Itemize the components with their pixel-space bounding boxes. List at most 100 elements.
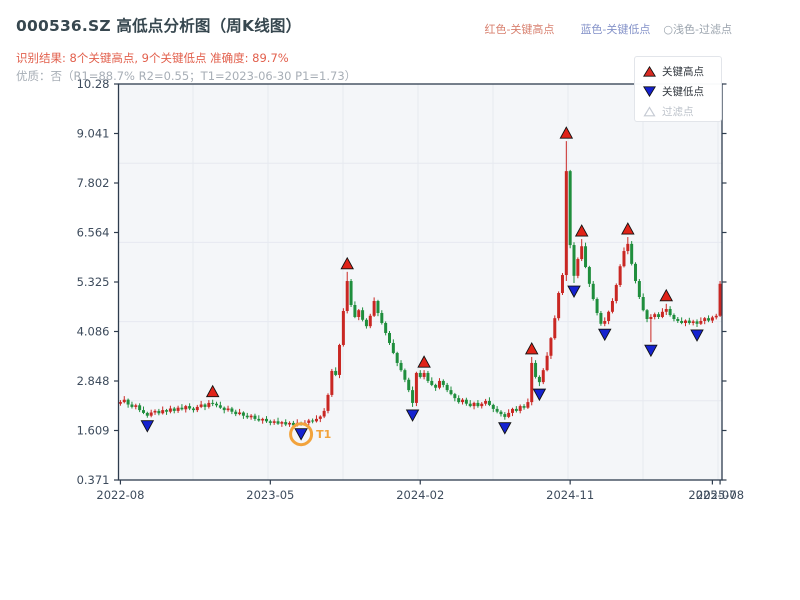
candle-body <box>653 314 657 317</box>
candle-body <box>687 320 691 323</box>
candle-body <box>153 410 157 413</box>
x-tick-label: 2023-05 <box>246 488 294 502</box>
candle-body <box>318 416 322 419</box>
candle-body <box>422 372 426 377</box>
candle-body <box>699 320 703 324</box>
candle-body <box>695 321 699 324</box>
candle-body <box>284 422 288 425</box>
y-tick-label: 10.28 <box>77 77 110 91</box>
candle-body <box>595 299 599 313</box>
blue-down-triangle-icon <box>643 85 656 97</box>
y-tick-label: 4.086 <box>77 325 110 339</box>
candle-body <box>484 400 488 404</box>
y-tick-label: 5.325 <box>77 275 110 289</box>
candle-body <box>253 415 257 419</box>
candle-body <box>437 380 441 388</box>
t1-label: T1 <box>316 428 331 441</box>
candle-body <box>257 418 261 421</box>
candle-body <box>291 422 295 426</box>
candle-body <box>453 394 457 399</box>
candle-body <box>414 372 418 403</box>
candle-body <box>341 310 345 345</box>
candle-body <box>311 420 315 422</box>
candle-body <box>511 408 515 413</box>
candle-body <box>445 384 449 391</box>
recognition-result-text: 识别结果: 8个关键高点, 9个关键低点 准确度: 89.7% <box>16 51 289 65</box>
candle-body <box>172 408 176 411</box>
candle-body <box>387 332 391 343</box>
candle-body <box>649 316 653 319</box>
key-low-marker <box>598 328 612 342</box>
candle-body <box>411 390 415 403</box>
key-high-marker <box>659 288 674 302</box>
candle-body <box>345 281 349 311</box>
candle-body <box>457 398 461 403</box>
candle-body <box>145 412 149 416</box>
candle-body <box>707 318 711 321</box>
key-high-marker <box>621 222 635 235</box>
legend-row-key-high: 关键高点 <box>643 61 721 81</box>
candle-body <box>645 310 649 319</box>
candle-body <box>530 362 534 403</box>
key-high-marker <box>524 342 539 355</box>
candle-body <box>672 314 676 319</box>
candle-body <box>461 399 465 403</box>
candle-body <box>487 400 491 405</box>
candle-body <box>637 281 641 298</box>
candle-body <box>607 311 611 321</box>
candle-body <box>168 408 172 412</box>
y-tick-label: 6.564 <box>77 226 110 240</box>
key-low-marker <box>532 388 547 402</box>
candle-body <box>680 320 684 323</box>
candle-body <box>449 390 453 395</box>
candle-body <box>245 415 249 418</box>
candle-body <box>226 408 230 411</box>
candle-body <box>264 418 268 422</box>
candle-body <box>395 352 399 363</box>
candle-body <box>476 402 480 407</box>
legend-label-key-low: 关键低点 <box>662 85 704 98</box>
candle-body <box>157 410 161 414</box>
candle-body <box>138 405 142 411</box>
candle-body <box>307 420 311 423</box>
candle-body <box>676 318 680 321</box>
candle-body <box>207 402 211 407</box>
candle-body <box>268 421 272 423</box>
legend-row-filtered: 过滤点 <box>643 101 721 121</box>
candle-body <box>353 304 357 317</box>
y-tick-label: 1.609 <box>77 424 110 438</box>
x-tick-label: 2025-07 <box>688 488 736 502</box>
candle-body <box>580 246 584 260</box>
candle-body <box>399 362 403 371</box>
legend-label-key-high: 关键高点 <box>662 65 704 78</box>
candle-body <box>211 402 215 404</box>
x-tick-label: 2024-11 <box>546 488 594 502</box>
candle-body <box>495 408 499 412</box>
key-low-marker <box>498 422 512 435</box>
candle-body <box>626 243 630 252</box>
candle-body <box>714 315 718 318</box>
candle-body <box>334 370 338 375</box>
candle-body <box>330 370 334 395</box>
candle-body <box>326 394 330 411</box>
candle-body <box>384 322 388 333</box>
key-high-marker <box>340 256 354 270</box>
candle-body <box>526 402 530 408</box>
candle-body <box>126 399 130 405</box>
candle-body <box>122 399 126 403</box>
candle-body <box>338 344 342 375</box>
candle-body <box>134 405 138 407</box>
candle-body <box>557 293 561 319</box>
header-legend-key-high: 红色-关键高点 <box>484 23 555 36</box>
candle-body <box>634 263 638 282</box>
candle-body <box>218 405 222 408</box>
candle-body <box>441 380 445 385</box>
key-high-marker <box>417 355 431 368</box>
header-legend-key-low: 蓝色-关键低点 <box>580 23 651 36</box>
candle-body <box>560 275 564 294</box>
candle-body <box>222 407 226 411</box>
candle-body <box>614 285 618 302</box>
key-low-marker <box>405 409 420 422</box>
candle-body <box>472 402 476 407</box>
